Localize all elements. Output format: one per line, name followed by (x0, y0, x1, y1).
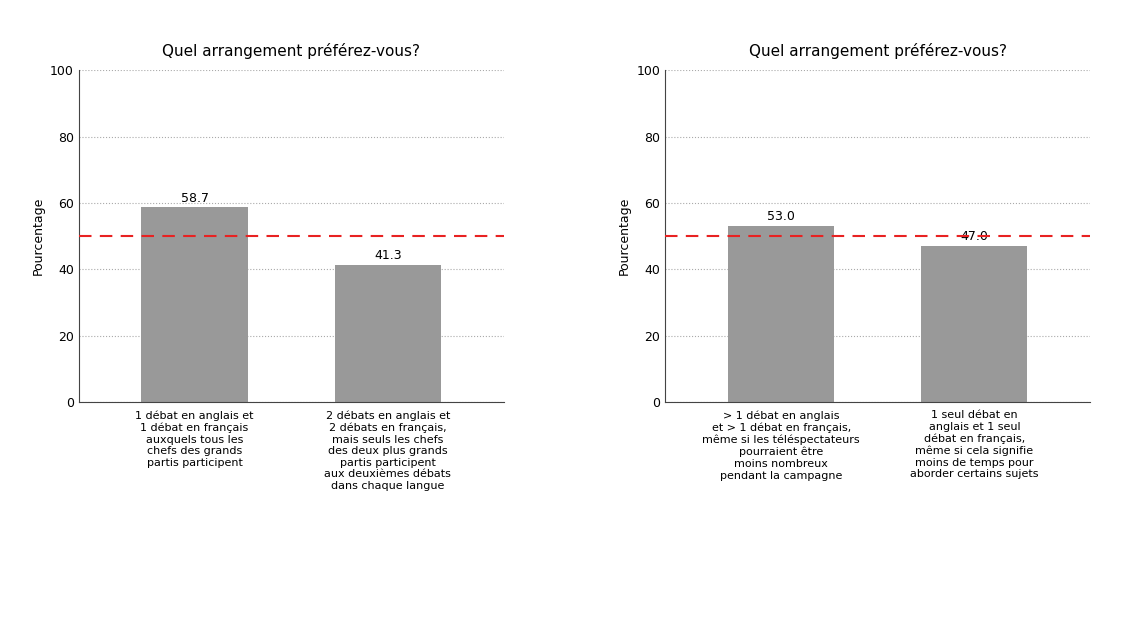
Bar (335, 265, 441, 402)
Y-axis label: Pourcentage: Pourcentage (618, 197, 631, 275)
Bar (728, 226, 834, 402)
Title: Quel arrangement préférez-vous?: Quel arrangement préférez-vous? (749, 43, 1007, 59)
Title: Quel arrangement préférez-vous?: Quel arrangement préférez-vous? (162, 43, 420, 59)
Bar (142, 207, 247, 402)
Bar (922, 246, 1027, 402)
Text: 41.3: 41.3 (374, 249, 401, 262)
Text: 53.0: 53.0 (768, 211, 795, 223)
Text: 47.0: 47.0 (960, 230, 988, 243)
Text: 58.7: 58.7 (181, 191, 209, 205)
Y-axis label: Pourcentage: Pourcentage (31, 197, 44, 275)
